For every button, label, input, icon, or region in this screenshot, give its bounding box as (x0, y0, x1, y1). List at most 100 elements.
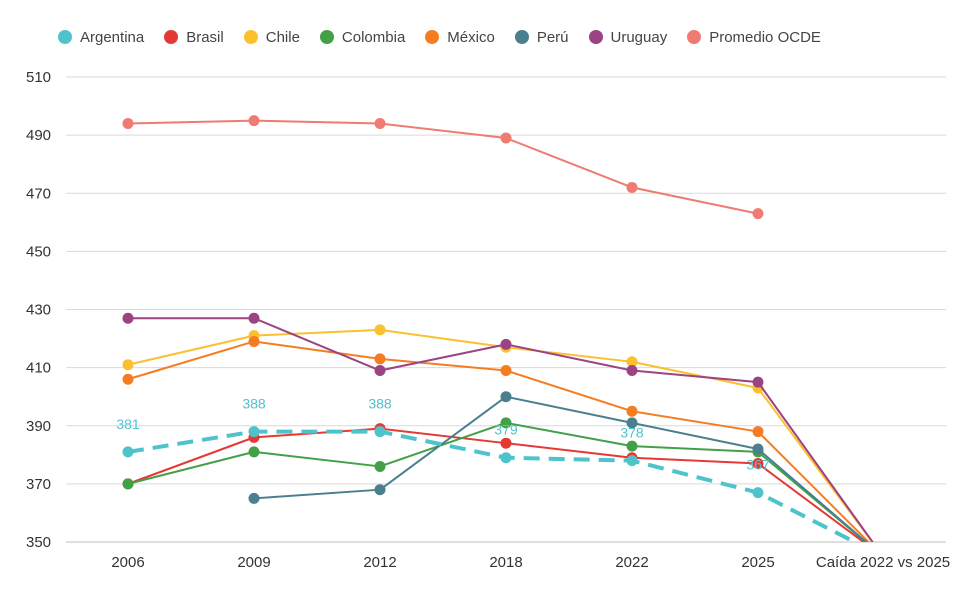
data-point[interactable] (500, 417, 512, 429)
y-tick-label: 450 (26, 243, 51, 260)
legend-marker (514, 30, 529, 44)
data-point[interactable] (500, 437, 512, 449)
y-tick-label: 370 (26, 476, 51, 493)
legend-item-promedio-ocde[interactable]: Promedio OCDE (687, 29, 821, 46)
data-point[interactable] (752, 458, 764, 470)
data-point[interactable] (374, 118, 386, 129)
data-point[interactable] (122, 118, 134, 129)
legend-item-brasil[interactable]: Brasil (164, 29, 224, 46)
data-point[interactable] (626, 365, 638, 377)
legend-marker (319, 30, 334, 44)
y-tick-label: 470 (26, 185, 51, 202)
legend-marker (425, 30, 440, 44)
data-point[interactable] (752, 487, 764, 499)
legend-label: Colombia (341, 28, 406, 46)
legend-item-colombia[interactable]: Colombia (319, 28, 406, 46)
legend-label: Promedio OCDE (709, 28, 821, 46)
data-point[interactable] (374, 353, 386, 365)
data-point[interactable] (248, 426, 260, 438)
y-tick-label: 390 (26, 418, 51, 435)
legend-marker (588, 30, 603, 44)
data-point[interactable] (752, 426, 764, 438)
series-argentina (122, 426, 859, 542)
x-tick-label: 2018 (489, 554, 522, 571)
data-point[interactable] (122, 478, 134, 490)
data-point[interactable] (374, 426, 386, 438)
legend-item-argentina[interactable]: Argentina (58, 29, 144, 46)
data-point[interactable] (374, 460, 386, 472)
legend-item-chile[interactable]: Chile (243, 28, 300, 46)
data-label: 388 (242, 396, 266, 412)
series-colombia (122, 417, 868, 542)
data-label: 388 (368, 396, 392, 412)
series-line (253, 395, 868, 542)
data-point[interactable] (248, 312, 260, 324)
x-tick-label: Caída 2022 vs 2025 (816, 554, 950, 571)
legend-marker (58, 30, 72, 44)
data-point[interactable] (626, 440, 638, 452)
legend-label: Argentina (80, 28, 145, 46)
legend-label: Brasil (186, 28, 224, 46)
series-layer (122, 115, 874, 542)
y-tick-label: 430 (26, 302, 51, 319)
data-point[interactable] (248, 446, 260, 458)
data-point[interactable] (626, 356, 638, 368)
y-tick-label: 490 (26, 127, 51, 144)
data-point[interactable] (374, 484, 386, 496)
data-point[interactable] (626, 455, 638, 467)
series-line (127, 119, 759, 215)
x-tick-label: 2022 (615, 554, 648, 571)
data-point[interactable] (752, 443, 764, 455)
data-point[interactable] (374, 324, 386, 336)
legend-marker (243, 30, 258, 44)
data-point[interactable] (626, 181, 638, 193)
grid (66, 76, 946, 543)
data-point[interactable] (374, 365, 386, 377)
legend-item-peru[interactable]: Perú (514, 28, 569, 46)
series-uruguay (122, 312, 874, 542)
legend-marker (687, 30, 702, 44)
data-point[interactable] (122, 446, 134, 458)
legend-label: Perú (536, 28, 569, 46)
x-tick-label: 2006 (111, 554, 144, 571)
x-tick-label: 2025 (741, 554, 774, 571)
series-promedio-ocde (122, 115, 764, 220)
data-point[interactable] (500, 132, 512, 144)
data-point[interactable] (248, 492, 260, 504)
data-label: 379 (494, 422, 518, 438)
data-point[interactable] (122, 359, 134, 371)
data-labels: 381 388 388 379 378 367 (116, 396, 770, 473)
data-point[interactable] (752, 208, 764, 220)
x-tick-label: 2012 (363, 554, 396, 571)
data-point[interactable] (248, 115, 260, 127)
data-point[interactable] (248, 335, 260, 347)
data-point[interactable] (626, 405, 638, 417)
series-mexico (122, 335, 870, 542)
data-label: 378 (620, 425, 644, 441)
legend-marker (164, 30, 179, 44)
data-point[interactable] (500, 391, 512, 403)
legend-label: Uruguay (610, 28, 668, 46)
x-tick-label: 2009 (237, 554, 270, 571)
data-point[interactable] (122, 373, 134, 385)
chart-legend: Argentina Brasil Chile Colombia México Perú Ur… (58, 26, 841, 48)
data-point[interactable] (500, 338, 512, 350)
data-point[interactable] (500, 452, 512, 464)
axes: 350 370 390 410 430 450 470 490 510 2006 2009 2012 2… (26, 69, 950, 571)
legend-item-uruguay[interactable]: Uruguay (588, 28, 668, 46)
data-point[interactable] (626, 417, 638, 429)
data-label: 367 (746, 457, 770, 473)
data-point[interactable] (752, 376, 764, 388)
series-line (127, 429, 859, 542)
data-point[interactable] (500, 365, 512, 377)
data-label: 381 (116, 416, 140, 432)
series-peru (248, 391, 868, 542)
y-tick-label: 510 (26, 69, 51, 86)
data-point[interactable] (122, 312, 134, 324)
legend-item-mexico[interactable]: México (425, 29, 495, 46)
legend-label: México (447, 28, 495, 46)
y-tick-label: 350 (26, 534, 51, 551)
y-tick-label: 410 (26, 360, 51, 377)
legend-label: Chile (265, 28, 300, 46)
